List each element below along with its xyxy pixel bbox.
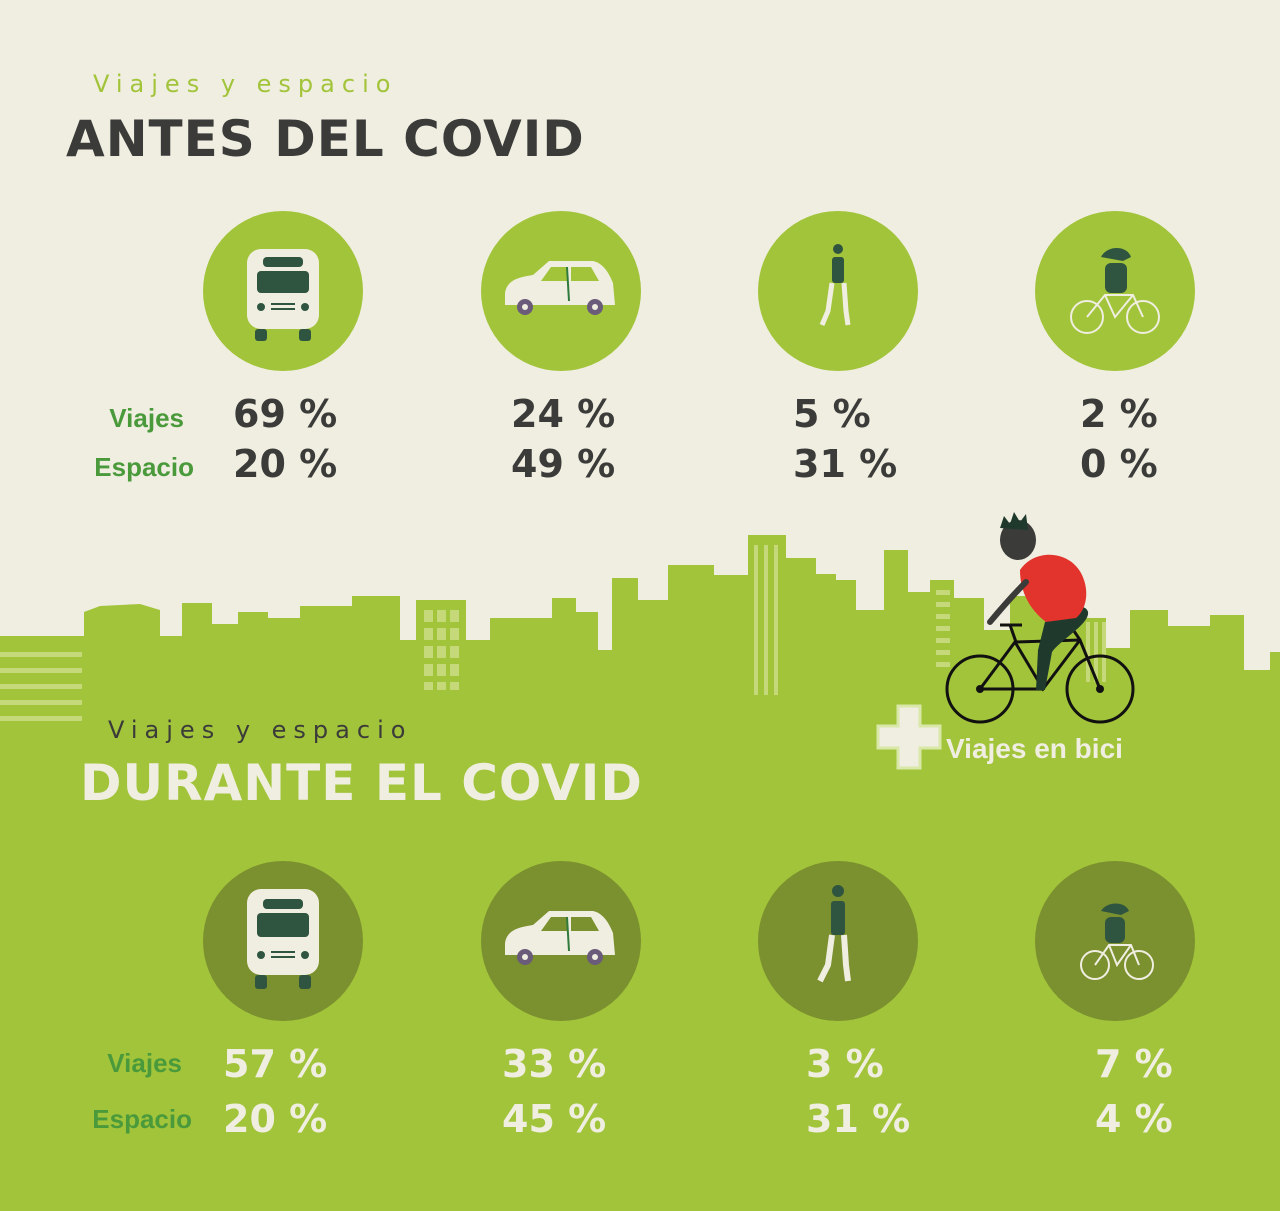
mode-circle-car-durante [481,861,641,1021]
antes-car-espacio: 49 % [511,442,616,486]
bus-icon [247,249,319,341]
durante-bus-espacio: 20 % [223,1097,328,1141]
durante-car-viajes: 33 % [502,1042,607,1086]
antes-bus-viajes: 69 % [233,392,338,436]
mode-circle-bike-durante [1035,861,1195,1021]
durante-bike-viajes: 7 % [1095,1042,1173,1086]
durante-car-espacio: 45 % [502,1097,607,1141]
section-kicker-antes: Viajes y espacio [93,70,398,98]
durante-bus-viajes: 57 % [223,1042,328,1086]
mode-circle-bus [203,211,363,371]
antes-bus-espacio: 20 % [233,442,338,486]
cyclist-icon [1080,903,1154,980]
durante-pedestrian-viajes: 3 % [806,1042,884,1086]
mode-circle-car [481,211,641,371]
mode-circle-pedestrian [758,211,918,371]
pedestrian-icon [819,244,851,326]
mode-circle-pedestrian-durante [758,861,918,1021]
bici-callout-label: Viajes en bici [946,733,1123,764]
plus-icon [876,704,942,770]
antes-car-viajes: 24 % [511,392,616,436]
row-label-espacio-antes: Espacio [94,452,194,482]
antes-pedestrian-viajes: 5 % [793,392,871,436]
section-kicker-durante: Viajes y espacio [108,716,413,744]
antes-bike-viajes: 2 % [1080,392,1158,436]
mode-circle-bus-durante [203,861,363,1021]
durante-pedestrian-espacio: 31 % [806,1097,911,1141]
antes-pedestrian-espacio: 31 % [793,442,898,486]
car-icon [505,261,615,315]
cyclist-icon [1070,248,1160,334]
pedestrian-icon [817,885,851,983]
section-title-antes: ANTES DEL COVID [66,110,585,168]
section-title-durante: DURANTE EL COVID [80,754,643,812]
cyclist-illustration [945,512,1135,724]
durante-bike-espacio: 4 % [1095,1097,1173,1141]
row-label-viajes-durante: Viajes [107,1048,182,1078]
bus-icon [247,889,319,989]
car-icon [505,911,615,965]
mode-circle-bike [1035,211,1195,371]
antes-bike-espacio: 0 % [1080,442,1158,486]
row-label-viajes-antes: Viajes [109,403,184,433]
row-label-espacio-durante: Espacio [92,1104,192,1134]
